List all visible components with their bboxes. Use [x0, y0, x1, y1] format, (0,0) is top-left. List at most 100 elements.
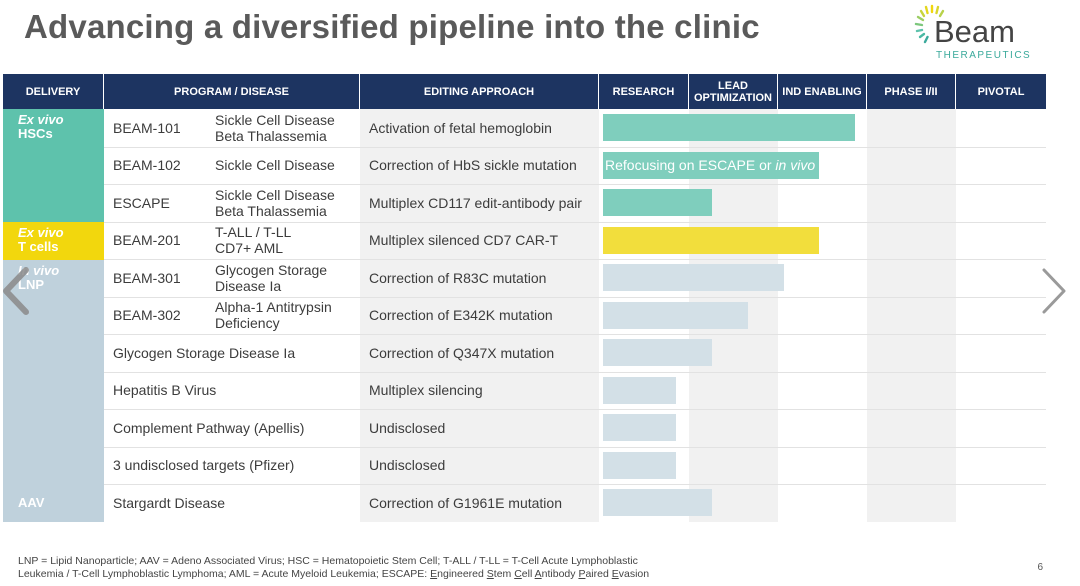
header-phase: PHASE I/II: [867, 74, 956, 109]
header-delivery: DELIVERY: [3, 74, 104, 109]
program-name: BEAM-301: [113, 269, 181, 286]
disease-line1: Sickle Cell Disease: [215, 157, 335, 174]
row-divider: [104, 371, 1046, 373]
header-ind-enabling: IND ENABLING: [778, 74, 867, 109]
disease-name: Alpha-1 Antitrypsin Deficiency: [215, 297, 332, 335]
approach-cell-bg: [360, 146, 599, 184]
header-program: PROGRAM / DISEASE: [104, 74, 360, 109]
delivery-label-line2: HSCs: [18, 126, 53, 141]
pivotal-column: [956, 109, 1046, 522]
footnote: LNP = Lipid Nanoparticle; AAV = Adeno As…: [18, 555, 649, 581]
page-number: 6: [1037, 562, 1043, 573]
progress-bar: [603, 189, 712, 216]
row-divider: [104, 296, 1046, 298]
footnote-line2: Leukemia / T-Cell Lymphoblastic Lymphoma…: [18, 568, 650, 580]
beam-logo: Beam THERAPEUTICS: [912, 2, 1052, 66]
approach-cell-bg: [360, 296, 599, 334]
page-title: Advancing a diversified pipeline into th…: [24, 8, 760, 45]
program-name: Stargardt Disease: [113, 494, 226, 511]
progress-bar: [603, 339, 712, 366]
progress-bar: [603, 451, 676, 479]
phase-column: [867, 109, 956, 522]
progress-bar: [603, 301, 748, 329]
program-name: Hepatitis B Virus: [113, 382, 217, 399]
disease-name: Sickle Cell Disease: [215, 147, 335, 185]
delivery-aav: AAV: [3, 484, 104, 522]
delivery-label-line2: T cells: [18, 239, 59, 254]
previous-slide-icon[interactable]: [0, 266, 34, 316]
editing-approach: Multiplex silencing: [369, 382, 483, 399]
delivery-ex-vivo-hscs: Ex vivo HSCs: [3, 109, 104, 222]
row-divider: [104, 259, 1046, 260]
disease-name: Glycogen Storage Disease Ia: [215, 259, 327, 297]
disease-line2: CD7+ AML: [215, 240, 284, 257]
editing-approach: Undisclosed: [369, 457, 446, 474]
program-name: BEAM-102: [113, 157, 181, 174]
delivery-label-line1: In vivo: [18, 263, 60, 278]
disease-name: Sickle Cell Disease Beta Thalassemia: [215, 184, 335, 222]
editing-approach: Multiplex CD117 edit-antibody pair: [369, 194, 582, 211]
program-name: BEAM-101: [113, 119, 181, 136]
approach-cell-bg: [360, 221, 599, 259]
disease-line1: Sickle Cell Disease: [215, 186, 335, 203]
progress-bar: [603, 414, 676, 441]
logo-mark-icon: [914, 4, 945, 44]
approach-cell-bg: [360, 371, 599, 409]
delivery-in-vivo-lnp: In vivo LNP: [3, 260, 104, 484]
progress-bar: [603, 264, 784, 291]
row-divider: [104, 146, 1046, 148]
logo-wordmark: Beam: [934, 14, 1015, 49]
approach-cell-bg: [360, 446, 599, 484]
program-name: ESCAPE: [113, 194, 170, 211]
approach-cell-bg: [360, 334, 599, 372]
header-approach: EDITING APPROACH: [360, 74, 599, 109]
editing-approach: Correction of Q347X mutation: [369, 344, 555, 361]
program-name: 3 undisclosed targets (Pfizer): [113, 457, 295, 474]
editing-approach: Correction of E342K mutation: [369, 307, 553, 324]
row-divider: [104, 446, 1046, 448]
disease-line1: Alpha-1 Antitrypsin: [215, 299, 332, 316]
row-divider: [104, 334, 1046, 335]
footnote-line1: LNP = Lipid Nanoparticle; AAV = Adeno As…: [18, 555, 638, 567]
delivery-label-line1: Ex vivo: [18, 225, 64, 240]
disease-name: T-ALL / T-LL CD7+ AML: [215, 222, 291, 260]
disease-line1: T-ALL / T-LL: [215, 224, 292, 241]
disease-name: Sickle Cell Disease Beta Thalassemia: [215, 109, 335, 147]
disease-line1: Sickle Cell Disease: [215, 111, 335, 128]
disease-line2: Disease Ia: [215, 277, 282, 294]
program-name: BEAM-201: [113, 232, 181, 249]
editing-approach: Correction of HbS sickle mutation: [369, 157, 577, 174]
program-name: BEAM-302: [113, 307, 181, 324]
editing-approach: Correction of G1961E mutation: [369, 494, 562, 511]
header-lead-line1: LEAD: [718, 79, 748, 92]
editing-approach: Undisclosed: [369, 419, 446, 436]
approach-cell-bg: [360, 259, 599, 297]
disease-line2: Beta Thalassemia: [215, 202, 327, 219]
next-slide-icon[interactable]: [1036, 266, 1070, 316]
approach-cell-bg: [360, 484, 599, 522]
row-divider: [104, 409, 1046, 410]
program-name: Glycogen Storage Disease Ia: [113, 344, 296, 361]
disease-line2: Beta Thalassemia: [215, 127, 327, 144]
logo-tagline: THERAPEUTICS: [936, 50, 1032, 61]
editing-approach: Correction of R83C mutation: [369, 269, 547, 286]
header-research: RESEARCH: [599, 74, 689, 109]
progress-bar: [603, 489, 712, 516]
progress-bar: [603, 114, 855, 141]
delivery-label-line2: AAV: [18, 495, 45, 510]
delivery-label-line2: LNP: [18, 277, 44, 292]
editing-approach: Multiplex silenced CD7 CAR-T: [369, 232, 559, 249]
row-divider: [104, 184, 1046, 185]
progress-bar: [603, 226, 819, 254]
disease-line2: Deficiency: [215, 315, 280, 332]
editing-approach: Activation of fetal hemoglobin: [369, 119, 552, 136]
progress-bar: [603, 376, 676, 404]
row-divider: [104, 221, 1046, 223]
approach-cell-bg: [360, 409, 599, 447]
header-pivotal: PIVOTAL: [956, 74, 1046, 109]
disease-line1: Glycogen Storage: [215, 261, 328, 278]
progress-bar: Refocusing on ESCAPE or in vivo delivery: [603, 151, 867, 179]
delivery-label-line1: Ex vivo: [18, 112, 64, 127]
program-name: Complement Pathway (Apellis): [113, 419, 305, 436]
delivery-ex-vivo-t-cells: Ex vivo T cells: [3, 222, 104, 260]
